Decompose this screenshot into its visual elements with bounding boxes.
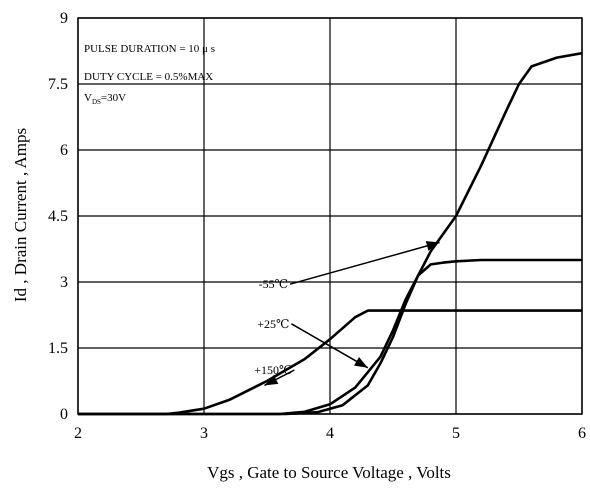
series-line-2 <box>78 51 583 416</box>
x-axis-title: Vgs , Gate to Source Voltage , Volts <box>207 463 451 482</box>
y-tick-label: 3 <box>60 274 68 291</box>
x-tick-label: 2 <box>74 425 82 442</box>
y-tick-label: 0 <box>60 406 68 423</box>
series-arrows <box>264 241 440 387</box>
annotation-line-3: VDS=30V <box>84 92 126 106</box>
series-label-1: -55℃ <box>259 277 288 291</box>
y-tick-label: 7.5 <box>48 76 68 93</box>
x-tick-label: 3 <box>200 425 208 442</box>
x-tick-label: 4 <box>326 425 334 442</box>
series-line-1 <box>78 258 582 416</box>
y-tick-label: 4.5 <box>48 208 68 225</box>
plot-frame <box>77 17 583 415</box>
series-arrowhead-1 <box>425 241 440 251</box>
x-tick-label: 5 <box>452 425 460 442</box>
y-tick-labels: 0 1.5 3 4.5 6 7.5 9 <box>48 10 68 423</box>
plot-border <box>77 17 583 415</box>
y-tick-label: 1.5 <box>48 340 68 357</box>
series-arrow-line-2 <box>291 323 369 369</box>
series-arrowhead-3 <box>264 375 279 386</box>
y-tick-label: 6 <box>60 142 68 159</box>
y-tick-label: 9 <box>60 10 68 27</box>
series-label-3: +150℃ <box>254 363 292 377</box>
y-axis-title: Id , Drain Current , Amps <box>11 128 30 302</box>
series-arrow-line-1 <box>289 241 440 285</box>
x-tick-label: 6 <box>578 425 586 442</box>
gridlines <box>77 17 583 415</box>
annotation-line-2: DUTY CYCLE = 0.5%MAX <box>84 71 213 83</box>
series-line-3 <box>78 309 582 416</box>
series-lines <box>78 51 583 416</box>
series-label-2: +25℃ <box>257 317 289 331</box>
annotation-line-1: PULSE DURATION = 10 μ s <box>84 43 215 55</box>
test-conditions-annotation: PULSE DURATION = 10 μ s DUTY CYCLE = 0.5… <box>84 43 215 106</box>
x-tick-labels: 2 3 4 5 6 <box>74 425 586 442</box>
series-arrowhead-2 <box>354 356 368 368</box>
series-labels: -55℃ +25℃ +150℃ <box>254 277 292 377</box>
